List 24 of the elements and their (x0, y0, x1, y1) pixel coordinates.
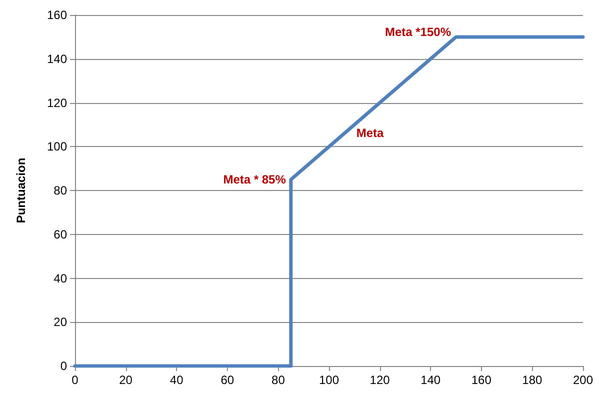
x-tick-label: 140 (420, 373, 441, 387)
annotation: Meta *150% (384, 24, 452, 39)
x-tick-label: 120 (370, 373, 390, 387)
y-tick-label: 160 (46, 8, 68, 22)
annotation: Meta * 85% (223, 172, 286, 187)
x-tick-label: 20 (119, 373, 133, 387)
x-tick-label: 180 (522, 373, 543, 387)
x-tick-label: 80 (272, 373, 286, 387)
x-tick-label: 60 (220, 373, 234, 387)
x-tick-label: 0 (72, 373, 79, 387)
x-tick-label: 200 (572, 373, 594, 387)
y-tick-label: 60 (54, 227, 68, 242)
x-tick-label: 160 (471, 373, 492, 387)
y-tick-label: 80 (54, 184, 68, 198)
y-tick-label: 40 (54, 271, 68, 286)
y-tick-label: 120 (46, 96, 68, 110)
y-axis-title: Puntuacion (14, 158, 28, 224)
y-tick-label: 100 (46, 140, 68, 154)
x-tick-label: 100 (318, 373, 340, 387)
y-tick-label: 0 (60, 359, 68, 373)
y-tick-label: 140 (46, 52, 68, 66)
annotation: Meta (356, 126, 384, 140)
y-tick-label: 20 (54, 315, 68, 330)
x-tick-label: 40 (170, 373, 184, 387)
